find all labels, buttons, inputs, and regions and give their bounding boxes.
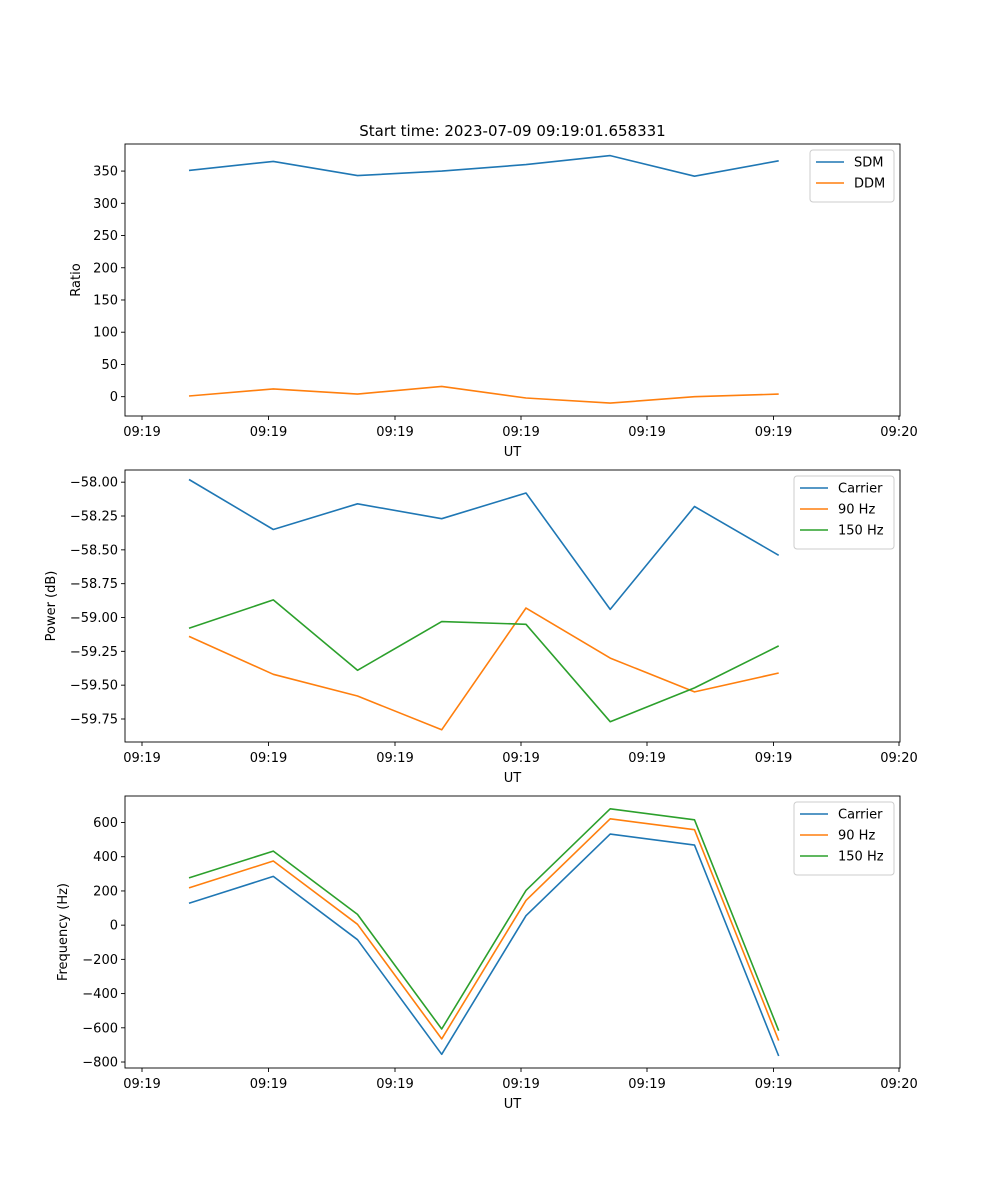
y-tick-label: 250: [93, 229, 118, 244]
y-tick-label: 600: [93, 816, 118, 831]
x-tick-label: 09:19: [502, 751, 539, 766]
legend-label: Carrier: [838, 482, 883, 497]
legend: SDM DDM: [809, 149, 895, 203]
x-tick-label: 09:19: [250, 1077, 287, 1092]
x-tick-label: 09:19: [376, 1077, 413, 1092]
axes-frame: [124, 795, 901, 1069]
y-tick-label: −58.50: [70, 543, 118, 558]
chart-title: Start time: 2023-07-09 09:19:01.658331: [359, 122, 665, 140]
x-tick-label: 09:19: [628, 751, 665, 766]
series-line-90-hz: [188, 817, 780, 1041]
x-axis-label: UT: [504, 1097, 522, 1112]
y-tick-label: −800: [82, 1056, 118, 1071]
y-tick-label: 100: [93, 326, 118, 341]
x-tick-label: 09:19: [755, 751, 792, 766]
series-line-150-hz: [188, 599, 780, 723]
x-tick-label: 09:19: [502, 425, 539, 440]
y-tick-label: 300: [93, 197, 118, 212]
x-tick-label: 09:19: [628, 425, 665, 440]
x-tick-label: 09:19: [376, 425, 413, 440]
axes-frame: [124, 469, 901, 743]
legend-label: Carrier: [838, 808, 883, 823]
axes-frame: [124, 143, 901, 417]
y-tick-label: −200: [82, 953, 118, 968]
series-line-carrier: [188, 478, 780, 611]
y-tick-label: −59.00: [70, 611, 118, 626]
x-tick-label: 09:20: [880, 1077, 917, 1092]
y-axis-label: Ratio: [69, 263, 84, 296]
y-tick-label: −58.75: [70, 577, 118, 592]
series-line-sdm: [188, 154, 779, 177]
x-tick-label: 09:19: [250, 751, 287, 766]
x-axis-label: UT: [504, 445, 522, 460]
legend-label: 90 Hz: [838, 829, 875, 844]
y-tick-label: −59.75: [70, 712, 118, 727]
y-tick-label: −59.25: [70, 645, 118, 660]
y-tick-label: −600: [82, 1021, 118, 1036]
y-tick-label: 350: [93, 165, 118, 180]
x-tick-label: 09:19: [755, 425, 792, 440]
x-tick-label: 09:19: [502, 1077, 539, 1092]
y-tick-label: 0: [110, 390, 118, 405]
subplot-3: 09:19 09:19 09:19 09:19 09:19 09:19 09:20 600 40…: [56, 795, 918, 1112]
x-tick-label: 09:20: [880, 751, 917, 766]
legend: Carrier 90 Hz 150 Hz: [793, 475, 895, 550]
series-line-carrier: [188, 833, 780, 1057]
legend-label: 90 Hz: [838, 503, 875, 518]
legend-label: 150 Hz: [838, 524, 884, 539]
legend-label: 150 Hz: [838, 850, 884, 865]
subplot-1: Start time: 2023-07-09 09:19:01.658331 09…: [69, 122, 918, 460]
legend-label: DDM: [854, 177, 885, 192]
x-tick-label: 09:19: [123, 425, 160, 440]
x-tick-label: 09:19: [250, 425, 287, 440]
x-tick-label: 09:19: [376, 751, 413, 766]
x-tick-label: 09:20: [880, 425, 917, 440]
y-tick-label: 200: [93, 884, 118, 899]
y-axis-label: Power (dB): [44, 571, 59, 642]
series-line-90-hz: [188, 607, 779, 731]
y-tick-label: −58.25: [70, 510, 118, 525]
legend: Carrier 90 Hz 150 Hz: [793, 801, 895, 876]
x-axis-label: UT: [504, 771, 522, 786]
x-tick-label: 09:19: [628, 1077, 665, 1092]
y-tick-label: 0: [110, 919, 118, 934]
y-tick-label: 50: [101, 358, 118, 373]
y-axis-label: Frequency (Hz): [56, 883, 71, 981]
y-tick-label: 200: [93, 261, 118, 276]
legend-label: SDM: [854, 156, 883, 171]
y-tick-label: 400: [93, 850, 118, 865]
series-line-ddm: [188, 385, 779, 404]
legend-box: [809, 149, 895, 203]
y-tick-label: −59.50: [70, 679, 118, 694]
x-tick-label: 09:19: [755, 1077, 792, 1092]
y-tick-label: −58.00: [70, 476, 118, 491]
x-tick-label: 09:19: [123, 751, 160, 766]
x-tick-label: 09:19: [123, 1077, 160, 1092]
series-line-150-hz: [188, 807, 780, 1031]
y-tick-label: 150: [93, 293, 118, 308]
subplot-2: 09:19 09:19 09:19 09:19 09:19 09:19 09:20 −58.0…: [44, 469, 918, 786]
y-tick-label: −400: [82, 987, 118, 1002]
